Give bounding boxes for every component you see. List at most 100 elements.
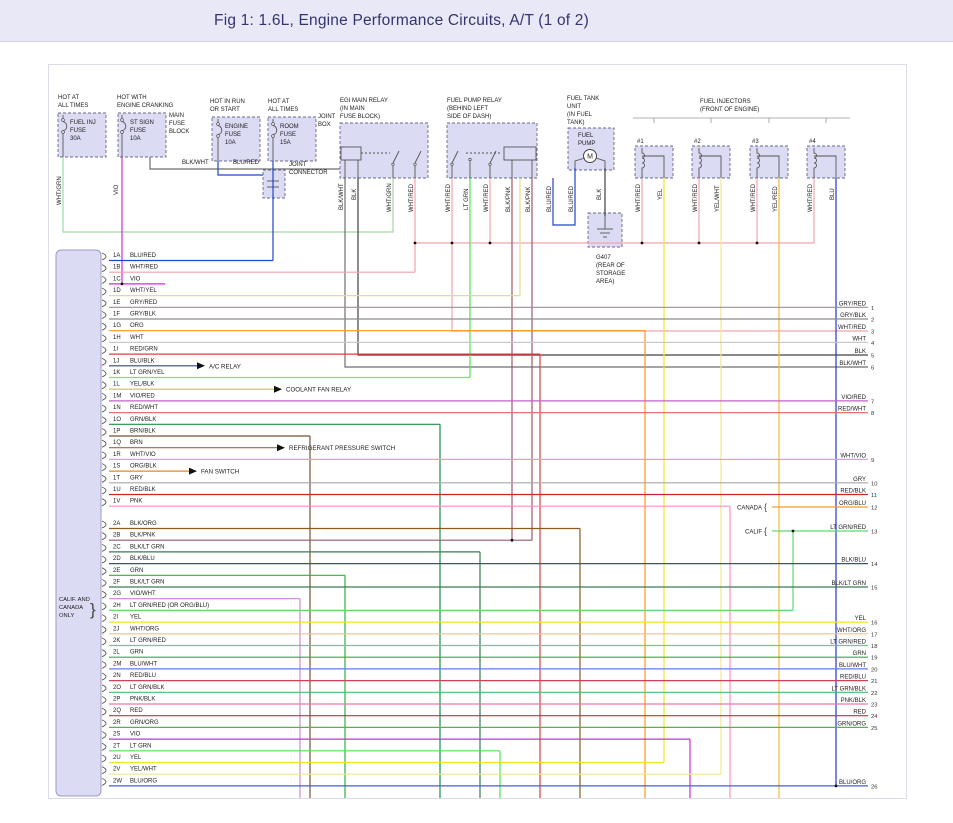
- row2-pin-label: 2D: [113, 556, 121, 562]
- row2-wire-label: YEL: [130, 615, 142, 621]
- row1-pin-label: 1O: [113, 417, 121, 423]
- pin-stub-icon: [101, 322, 107, 331]
- ecu-note: ONLY: [59, 613, 74, 619]
- fuse-side-note: BLOCK: [169, 129, 189, 135]
- output-number: 22: [871, 691, 877, 697]
- pin-stub-icon: [101, 719, 107, 728]
- row1-pin-label: 1H: [113, 335, 121, 341]
- injector-box-3: [749, 145, 789, 179]
- row1-pin-label: 1B: [113, 265, 120, 271]
- lead-wire-label: WHT/RED: [808, 183, 814, 212]
- pin-stub-icon: [101, 486, 107, 495]
- fuse-label: ROOM: [280, 124, 299, 130]
- output-wire-label: GRY/RED: [839, 301, 867, 307]
- output-wire-label: WHT/ORG: [837, 628, 866, 634]
- row1-wire-label: VIO/RED: [130, 393, 155, 399]
- row1-pin-label: 1P: [113, 429, 120, 435]
- pin-stub-icon: [101, 264, 107, 273]
- power-heading: OR START: [210, 107, 240, 113]
- fuel-pump-label: PUMP: [578, 141, 595, 147]
- variant-brace-icon: {: [764, 526, 767, 536]
- contact-icon: [413, 162, 417, 166]
- pin-stub-icon: [101, 637, 107, 646]
- row2-wire-label: YEL/WHT: [130, 767, 157, 773]
- row2-pin-label: 2T: [113, 743, 120, 749]
- fuse-box-st-sign: [117, 112, 167, 158]
- contact-icon: [488, 162, 492, 166]
- row2-pin-label: 2P: [113, 697, 120, 703]
- pin-stub-icon: [101, 754, 107, 763]
- row2-pin-label: 2G: [113, 591, 121, 597]
- row2-wire-label: LT GRN/BLK: [130, 685, 164, 691]
- output-number: 18: [871, 644, 877, 650]
- fuel-pump-label: FUEL: [578, 133, 594, 139]
- contact-icon: [450, 162, 454, 166]
- row1-wire-label: BRN: [130, 440, 143, 446]
- injector-box-2: [691, 145, 731, 179]
- pin-stub-icon: [101, 381, 107, 390]
- symbol-line: [757, 155, 780, 178]
- output-number: 3: [871, 330, 874, 336]
- lead-wire-label: WHT/RED: [484, 183, 490, 212]
- ground-title: G407: [596, 255, 611, 261]
- pin-stub-icon: [101, 520, 107, 529]
- row2-pin-label: 2B: [113, 533, 120, 539]
- variant-label-canada: CANADA: [737, 506, 762, 512]
- junction-dot: [510, 538, 514, 542]
- pin-stub-icon: [101, 684, 107, 693]
- output-wire-label: RED/BLK: [840, 489, 866, 495]
- row2-pin-label: 2M: [113, 661, 121, 667]
- row1-wire-label: ORG: [130, 323, 144, 329]
- row2-wire-label: YEL: [130, 755, 142, 761]
- row2-pin-label: 2U: [113, 755, 121, 761]
- injector-box-4: [806, 145, 846, 179]
- fuse-terminal-icon: [120, 118, 124, 122]
- injector-coil-icon: [756, 148, 760, 178]
- junction-dot: [488, 241, 492, 245]
- fuse-label: FUSE: [280, 132, 296, 138]
- pin-stub-icon: [101, 299, 107, 308]
- fuse-label: 10A: [225, 140, 236, 146]
- pin-stub-icon: [101, 357, 107, 366]
- output-wire-label: WHT/VIO: [840, 453, 866, 459]
- fuse-label: 30A: [70, 136, 81, 142]
- row1-pin-label: 1J: [113, 358, 119, 364]
- row2-pin-label: 2F: [113, 580, 120, 586]
- lead-wire-label: BLK/WHT: [182, 160, 209, 166]
- pin-stub-icon: [101, 766, 107, 775]
- row1-pin-label: 1R: [113, 452, 121, 458]
- fuse-box-engine: [211, 116, 261, 162]
- power-heading: ENGINE CRANKING: [117, 103, 174, 109]
- row1-wire-label: RED/BLK: [130, 487, 156, 493]
- row1-pin-label: 1T: [113, 475, 120, 481]
- row1-wire-label: WHT/RED: [130, 265, 159, 271]
- wire-blu-red: [217, 161, 263, 176]
- lead-wire-label: BLK/PNK: [506, 187, 512, 212]
- egi-main-relay-title: FUSE BLOCK): [340, 114, 380, 120]
- motor-icon: [583, 149, 597, 163]
- variant-label-calif: CALIF: [745, 530, 762, 536]
- lead-wire-label: YEL/RED: [773, 186, 779, 212]
- injector-box-1: [634, 145, 674, 179]
- row1-wire-label: GRY/RED: [130, 300, 158, 306]
- output-number: 23: [871, 703, 877, 709]
- output-wire-label: BLU/WHT: [839, 663, 866, 669]
- row1-wire-label: RED/WHT: [130, 405, 158, 411]
- row2-pin-label: 2W: [113, 778, 122, 784]
- row1-wire-label: LT GRN/YEL: [130, 370, 165, 376]
- pin-stub-icon: [101, 287, 107, 296]
- junction-dot: [450, 241, 454, 245]
- fuse-label: FUSE: [70, 128, 86, 134]
- output-number: 24: [871, 714, 878, 720]
- lead-wire-label: YEL: [658, 188, 664, 200]
- fuel-tank-unit-title: (IN FUEL: [567, 112, 593, 118]
- variant-brace-icon: {: [764, 502, 767, 512]
- power-heading: HOT WITH: [117, 95, 147, 101]
- pin-stub-icon: [101, 696, 107, 704]
- output-wire-label: BLU/ORG: [839, 780, 866, 786]
- row1-pin-label: 1G: [113, 323, 121, 329]
- row1-pin-label: 1A: [113, 253, 120, 259]
- fuel-tank-unit-title: FUEL TANK: [567, 96, 599, 102]
- output-wire-label: RED/BLU: [840, 675, 866, 681]
- row2-pin-label: 2N: [113, 673, 121, 679]
